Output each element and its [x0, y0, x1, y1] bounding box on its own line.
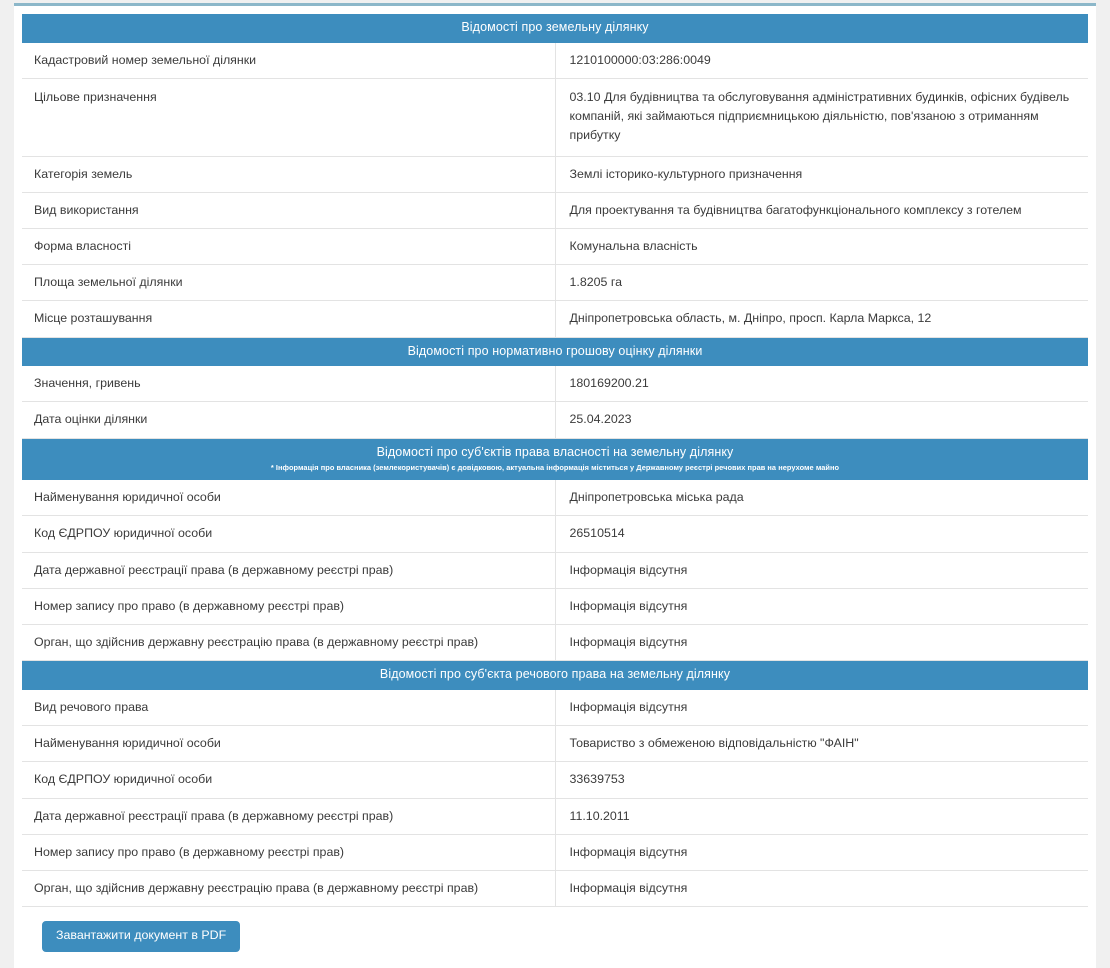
- land-parcel-report-table: Відомості про земельну ділянку Кадастрови…: [22, 14, 1088, 908]
- section-header-monetary-valuation: Відомості про нормативно грошову оцінку …: [22, 337, 1088, 367]
- section-title: Відомості про суб'єкта речового права на…: [379, 667, 731, 682]
- row-value: Інформація відсутня: [555, 689, 1088, 727]
- row-value: Інформація відсутня: [555, 870, 1088, 908]
- row-value: 1210100000:03:286:0049: [555, 42, 1088, 79]
- row-label: Дата державної реєстрації права (в держа…: [22, 798, 556, 835]
- row-value: Інформація відсутня: [555, 552, 1088, 589]
- row-label: Кадастровий номер земельної ділянки: [22, 42, 556, 79]
- row-label: Форма власності: [22, 228, 556, 266]
- table-row: Вид використання Для проектування та буді…: [22, 192, 1088, 229]
- table-row: Значення, гривень 180169200.21: [22, 366, 1088, 403]
- table-row: Дата державної реєстрації права (в держа…: [22, 798, 1088, 835]
- table-row: Найменування юридичної особи Дніпропетров…: [22, 480, 1088, 517]
- row-label: Номер запису про право (в державному реє…: [22, 834, 556, 871]
- row-value: Інформація відсутня: [555, 588, 1088, 626]
- table-row: Найменування юридичної особи Товариство з…: [22, 725, 1088, 763]
- table-row: Код ЄДРПОУ юридичної особи 33639753: [22, 761, 1088, 799]
- row-value: 1.8205 га: [555, 264, 1088, 302]
- table-row: Орган, що здійснив державну реєстрацію п…: [22, 870, 1088, 908]
- row-label: Вид речового права: [22, 689, 556, 727]
- report-actions: Завантажити документ в PDF: [22, 907, 1088, 968]
- row-label: Дата державної реєстрації права (в держа…: [22, 552, 556, 589]
- section-title: Відомості про земельну ділянку: [461, 20, 649, 34]
- table-row: Номер запису про право (в державному реє…: [22, 834, 1088, 871]
- table-row: Форма власності Комунальна власність: [22, 228, 1088, 266]
- table-row: Дата оцінки ділянки 25.04.2023: [22, 401, 1088, 439]
- row-label: Номер запису про право (в державному реє…: [22, 588, 556, 626]
- table-row: Категорія земель Землі історико-культурно…: [22, 156, 1088, 193]
- table-row: Орган, що здійснив державну реєстрацію п…: [22, 624, 1088, 662]
- section-title: Відомості про нормативно грошову оцінку …: [407, 343, 703, 358]
- row-label: Значення, гривень: [22, 366, 556, 403]
- section-header-property-right-subject: Відомості про суб'єкта речового права на…: [22, 660, 1088, 690]
- row-label: Найменування юридичної особи: [22, 480, 556, 517]
- row-label: Дата оцінки ділянки: [22, 401, 556, 439]
- row-value: Дніпропетровська міська рада: [555, 480, 1088, 517]
- page-root: Відомості про земельну ділянку Кадастрови…: [14, 3, 1096, 968]
- row-label: Місце розташування: [22, 300, 556, 338]
- row-label: Орган, що здійснив державну реєстрацію п…: [22, 624, 556, 662]
- table-row: Номер запису про право (в державному реє…: [22, 588, 1088, 626]
- row-value: Інформація відсутня: [555, 834, 1088, 871]
- section-note: * Інформація про власника (землекористув…: [270, 463, 840, 473]
- row-label: Площа земельної ділянки: [22, 264, 556, 302]
- download-pdf-button[interactable]: Завантажити документ в PDF: [42, 921, 241, 952]
- row-label: Категорія земель: [22, 156, 556, 193]
- row-value: Товариство з обмеженою відповідальністю …: [555, 725, 1088, 763]
- row-value: Для проектування та будівництва багатофу…: [555, 192, 1088, 229]
- table-row: Код ЄДРПОУ юридичної особи 26510514: [22, 515, 1088, 553]
- row-value: 26510514: [555, 515, 1088, 553]
- section-title: Відомості про суб'єктів права власності …: [376, 444, 734, 459]
- row-value: Дніпропетровська область, м. Дніпро, про…: [555, 300, 1088, 338]
- report-card: Відомості про земельну ділянку Кадастрови…: [14, 3, 1096, 968]
- row-value: 33639753: [555, 761, 1088, 799]
- section-header-parcel-info: Відомості про земельну ділянку: [22, 14, 1088, 43]
- row-value: Комунальна власність: [555, 228, 1088, 266]
- table-row: Вид речового права Інформація відсутня: [22, 689, 1088, 727]
- section-header-cell: Відомості про суб'єктів права власності …: [22, 438, 1088, 481]
- row-label: Цільове призначення: [22, 78, 556, 157]
- row-label: Вид використання: [22, 192, 556, 229]
- row-value: 03.10 Для будівництва та обслуговування …: [555, 78, 1088, 157]
- row-value: 25.04.2023: [555, 401, 1088, 439]
- row-value: Землі історико-культурного призначення: [555, 156, 1088, 193]
- row-label: Код ЄДРПОУ юридичної особи: [22, 515, 556, 553]
- section-header-cell: Відомості про нормативно грошову оцінку …: [22, 337, 1088, 367]
- table-row: Площа земельної ділянки 1.8205 га: [22, 264, 1088, 302]
- section-header-ownership-subjects: Відомості про суб'єктів права власності …: [22, 438, 1088, 481]
- row-label: Орган, що здійснив державну реєстрацію п…: [22, 870, 556, 908]
- table-row: Дата державної реєстрації права (в держа…: [22, 552, 1088, 589]
- row-label: Найменування юридичної особи: [22, 725, 556, 763]
- row-value: 180169200.21: [555, 366, 1088, 403]
- row-value: 11.10.2011: [555, 798, 1088, 835]
- section-header-cell: Відомості про земельну ділянку: [22, 14, 1088, 43]
- table-row: Цільове призначення 03.10 Для будівництва…: [22, 78, 1088, 157]
- row-label: Код ЄДРПОУ юридичної особи: [22, 761, 556, 799]
- table-row: Місце розташування Дніпропетровська облас…: [22, 300, 1088, 338]
- report-table-body: Відомості про земельну ділянку Кадастрови…: [22, 14, 1088, 908]
- table-row: Кадастровий номер земельної ділянки 12101…: [22, 42, 1088, 79]
- row-value: Інформація відсутня: [555, 624, 1088, 662]
- section-header-cell: Відомості про суб'єкта речового права на…: [22, 660, 1088, 690]
